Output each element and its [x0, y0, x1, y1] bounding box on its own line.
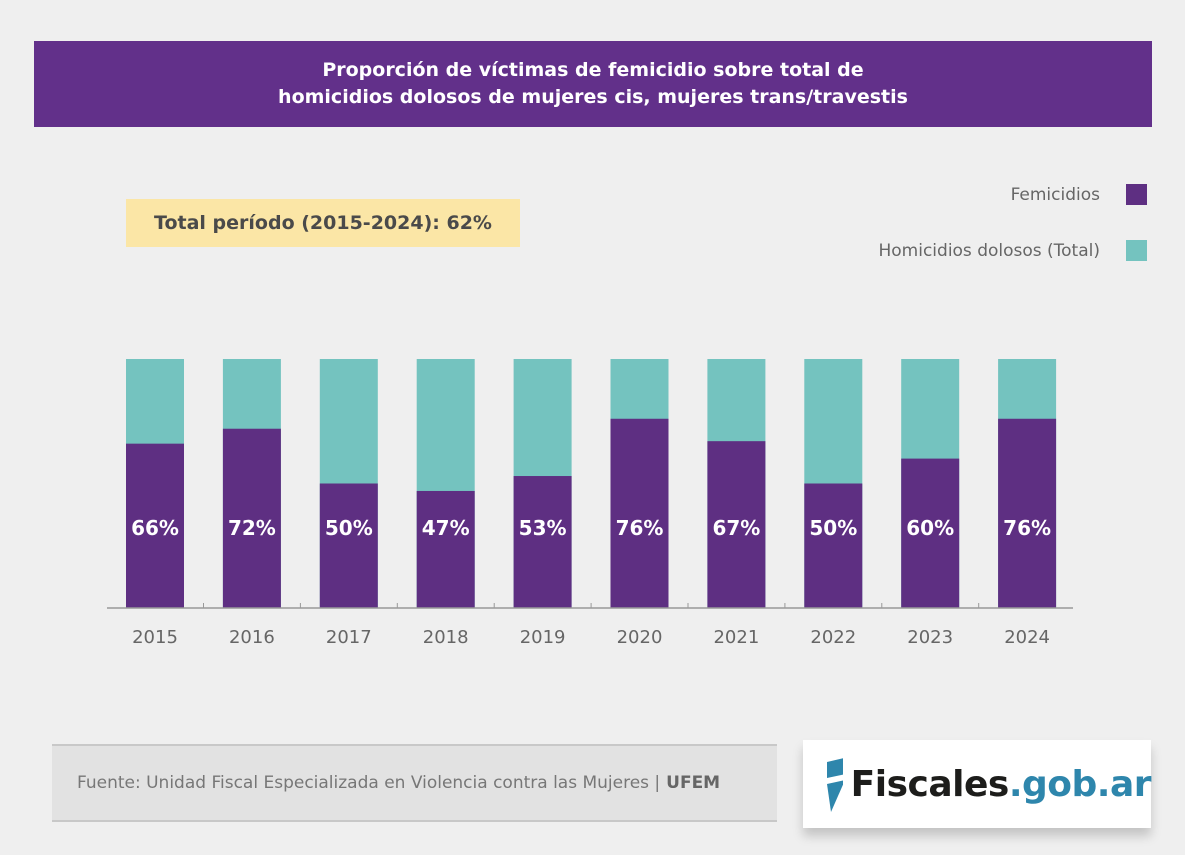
bar-femicidios-2024 [998, 418, 1057, 608]
logo-f-icon [827, 758, 843, 812]
bar-femicidios-2023 [901, 458, 960, 608]
source-note: Fuente: Unidad Fiscal Especializada en V… [52, 744, 777, 822]
legend-swatch [1126, 240, 1147, 261]
x-tick-label-2018: 2018 [423, 627, 469, 648]
data-label-2018: 47% [422, 516, 470, 540]
data-label-2021: 67% [712, 516, 760, 540]
legend-item-homicidios: Homicidios dolosos (Total) [878, 240, 1147, 261]
title-line-2: homicidios dolosos de mujeres cis, mujer… [278, 86, 908, 108]
title-line-1: Proporción de víctimas de femicidio sobr… [322, 59, 864, 81]
bar-femicidios-2020 [610, 418, 669, 608]
bar-femicidios-2016 [222, 428, 281, 608]
legend-label: Femicidios [1010, 184, 1100, 205]
logo-text: Fiscales.gob.ar [850, 763, 1152, 805]
legend-item-femicidios: Femicidios [1011, 184, 1147, 205]
source-org: UFEM [666, 773, 721, 793]
x-tick-label-2015: 2015 [132, 627, 178, 648]
data-label-2022: 50% [809, 516, 857, 540]
x-tick-label-2023: 2023 [907, 627, 953, 648]
data-label-2017: 50% [325, 516, 373, 540]
x-tick-label-2017: 2017 [326, 627, 372, 648]
fiscales-logo: Fiscales.gob.ar [803, 740, 1152, 828]
bar-femicidios-2015 [126, 443, 184, 608]
data-label-2024: 76% [1003, 516, 1051, 540]
x-tick-label-2022: 2022 [810, 627, 856, 648]
x-tick-label-2024: 2024 [1004, 627, 1050, 648]
total-period-label: Total período (2015-2024): 62% [126, 199, 520, 247]
x-tick-label-2021: 2021 [713, 627, 759, 648]
x-tick-label-2019: 2019 [520, 627, 566, 648]
chart-title: Proporción de víctimas de femicidio sobr… [34, 41, 1152, 127]
data-label-2019: 53% [519, 516, 567, 540]
data-label-2023: 60% [906, 516, 954, 540]
x-tick-label-2020: 2020 [617, 627, 663, 648]
legend-label: Homicidios dolosos (Total) [878, 240, 1100, 261]
bar-femicidios-2019 [513, 476, 572, 608]
bar-femicidios-2021 [707, 441, 766, 608]
data-label-2015: 66% [131, 516, 179, 540]
bar-femicidios-2022 [804, 483, 863, 608]
bar-chart: 66% 2015 72% 2016 50% 2017 47% 2018 53% 2019 76% 20… [107, 359, 1073, 648]
source-text: Fuente: Unidad Fiscal Especializada en V… [77, 773, 661, 793]
bar-femicidios-2017 [319, 483, 378, 608]
data-label-2020: 76% [616, 516, 664, 540]
x-tick-label-2016: 2016 [229, 627, 275, 648]
legend-swatch [1126, 184, 1147, 205]
data-label-2016: 72% [228, 516, 276, 540]
bar-femicidios-2018 [416, 490, 475, 608]
